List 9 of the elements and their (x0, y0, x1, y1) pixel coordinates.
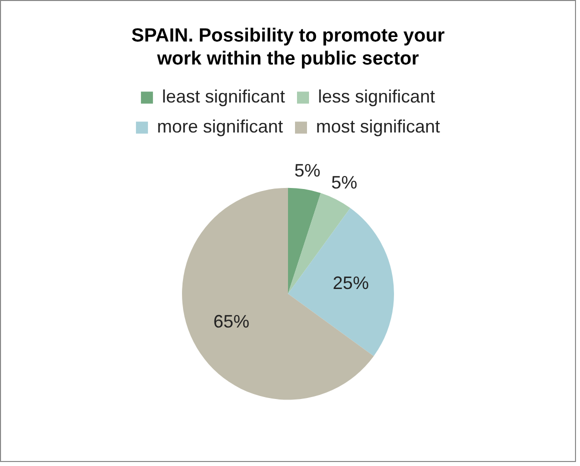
legend-label: most significant (316, 116, 440, 137)
data-label: 65% (213, 312, 250, 332)
data-label: 5% (331, 172, 358, 192)
legend-label: least significant (162, 86, 286, 107)
legend-label: more significant (156, 116, 284, 137)
data-label: 5% (294, 160, 320, 180)
legend-label: less significant (318, 86, 436, 107)
data-label: 25% (332, 272, 369, 293)
chart-title: SPAIN. Possibility to promote your work within the public sector (131, 26, 446, 70)
